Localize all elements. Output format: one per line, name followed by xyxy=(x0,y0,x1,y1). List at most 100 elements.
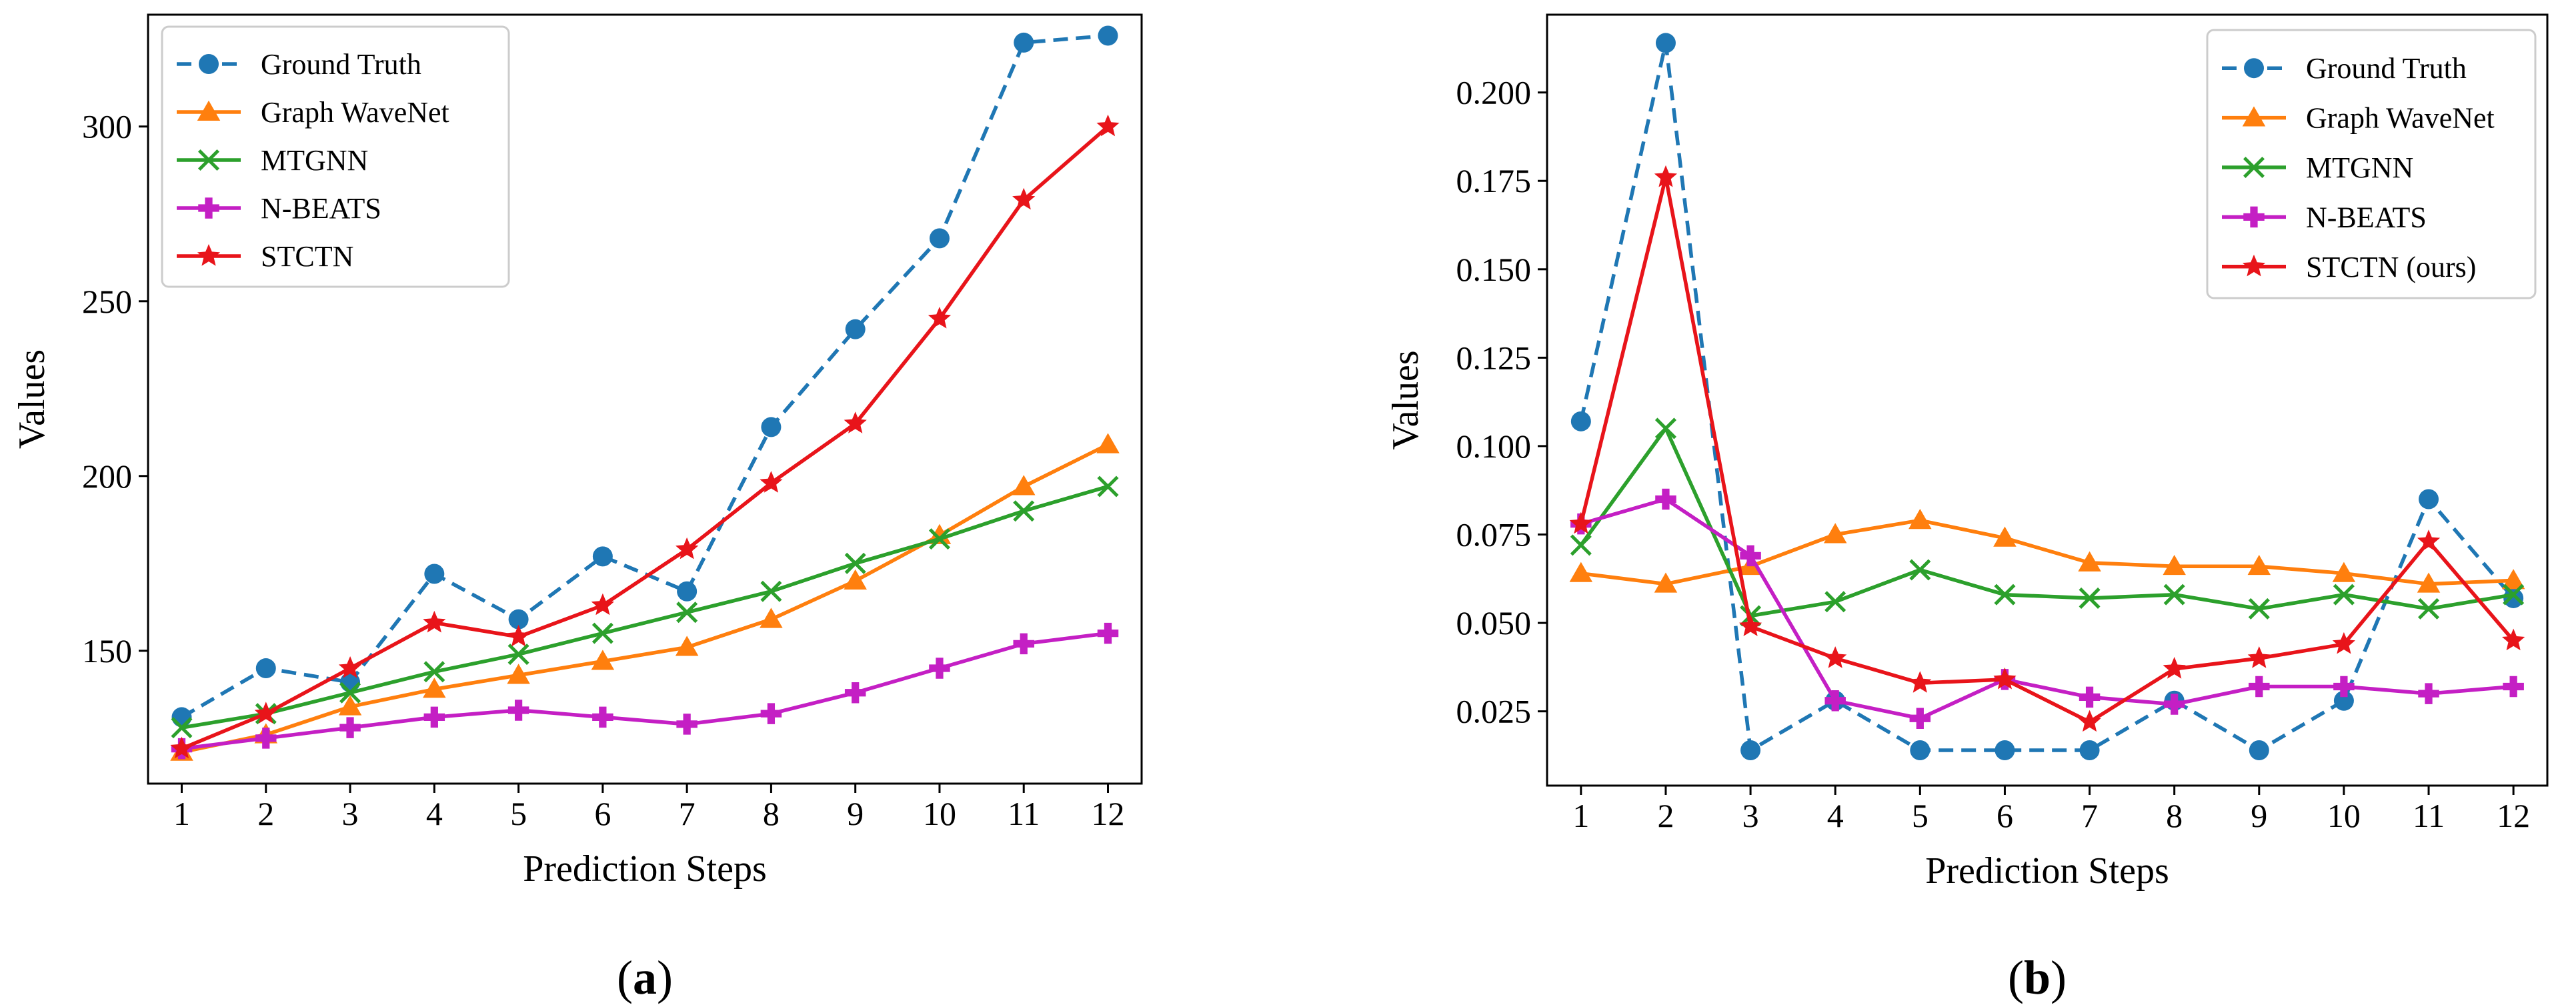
series-line xyxy=(1579,426,2514,618)
data-point xyxy=(1993,526,2017,547)
data-point xyxy=(2503,584,2525,606)
data-point xyxy=(1096,114,1120,137)
caption-close-paren: ) xyxy=(657,951,673,1004)
series-mtgnn xyxy=(1570,417,2525,627)
data-point xyxy=(339,682,361,704)
x-tick-label: 1 xyxy=(173,795,190,832)
series-mtgnn xyxy=(171,475,1119,739)
legend-label: MTGNN xyxy=(261,144,368,177)
data-point xyxy=(255,658,276,679)
data-point xyxy=(2078,551,2101,572)
data-point xyxy=(928,307,952,329)
data-point xyxy=(1654,165,1678,187)
x-tick-label: 3 xyxy=(342,795,359,832)
panel-caption: (a) xyxy=(617,951,673,1004)
series-stctn xyxy=(170,114,1120,759)
series-stctn-ours xyxy=(1569,165,2525,732)
y-tick-label: 0.100 xyxy=(1456,427,1532,465)
data-point xyxy=(844,682,866,704)
data-point xyxy=(2249,740,2269,760)
legend-marker xyxy=(2242,254,2266,277)
legend-label: MTGNN xyxy=(2306,151,2413,184)
data-point xyxy=(507,624,530,647)
data-point xyxy=(1824,646,1847,668)
caption-open-paren: ( xyxy=(2008,951,2024,1004)
data-point xyxy=(1910,740,1930,760)
legend-marker xyxy=(197,149,220,171)
y-tick-label: 200 xyxy=(82,457,132,495)
series-line xyxy=(1580,518,2514,586)
x-tick-label: 12 xyxy=(2497,797,2530,834)
legend-marker xyxy=(2243,206,2265,228)
data-point xyxy=(2418,683,2439,704)
series-line xyxy=(181,484,1109,730)
data-point xyxy=(676,714,698,735)
x-tick-label: 8 xyxy=(763,795,780,832)
data-point xyxy=(2333,584,2355,606)
data-point xyxy=(1097,475,1119,497)
data-point xyxy=(1012,475,1036,495)
y-tick-label: 0.075 xyxy=(1456,516,1532,554)
data-point xyxy=(1824,690,1846,712)
y-tick-label: 0.025 xyxy=(1456,693,1532,730)
data-point xyxy=(1908,671,1932,693)
data-point xyxy=(2332,632,2355,654)
chart-panel-b: 1 2 3 4 5 6 7 8 9 10 11 120.0250.0500.0750.1000.125… xyxy=(1385,13,2549,1004)
data-point xyxy=(1655,488,1676,510)
data-point xyxy=(338,656,362,678)
data-point xyxy=(338,695,362,716)
data-point xyxy=(2163,554,2186,576)
x-tick-label: 3 xyxy=(1742,797,1759,834)
legend-label: Ground Truth xyxy=(261,48,421,81)
data-point xyxy=(592,546,613,567)
x-tick-label: 4 xyxy=(1827,797,1844,834)
data-point xyxy=(1570,534,1592,556)
data-point xyxy=(2417,530,2441,552)
legend-label: STCTN xyxy=(261,240,353,273)
data-point xyxy=(423,706,445,728)
legend-label: N-BEATS xyxy=(261,192,381,225)
data-point xyxy=(1570,411,1591,431)
y-tick-label: 0.050 xyxy=(1456,604,1532,642)
data-point xyxy=(170,736,193,759)
series-line xyxy=(181,631,1108,751)
x-tick-label: 11 xyxy=(1008,795,1040,832)
data-point xyxy=(2163,584,2185,606)
legend-label: Graph WaveNet xyxy=(261,96,449,129)
data-point xyxy=(591,622,613,644)
data-point xyxy=(844,552,866,574)
data-point xyxy=(2419,489,2439,510)
x-tick-label: 5 xyxy=(510,795,527,832)
data-point xyxy=(2418,598,2440,620)
y-tick-label: 0.150 xyxy=(1456,251,1532,288)
data-point xyxy=(2501,569,2525,590)
data-point xyxy=(423,661,445,683)
y-axis-label: Values xyxy=(11,349,53,449)
data-point xyxy=(592,706,613,728)
data-point xyxy=(1013,633,1034,655)
data-point xyxy=(2249,676,2270,698)
data-point xyxy=(507,700,529,721)
data-point xyxy=(1096,433,1120,453)
legend-marker xyxy=(2243,156,2265,179)
caption-open-paren: ( xyxy=(617,951,633,1004)
x-tick-label: 11 xyxy=(2413,797,2445,834)
legend-marker xyxy=(197,100,221,121)
data-point xyxy=(1654,572,1678,593)
x-tick-label: 10 xyxy=(2327,797,2361,834)
x-tick-label: 9 xyxy=(2251,797,2267,834)
legend-marker xyxy=(199,54,219,74)
x-axis-label: Prediction Steps xyxy=(523,848,767,890)
legend-label: STCTN (ours) xyxy=(2306,251,2476,283)
legend-marker xyxy=(197,244,221,266)
data-point xyxy=(760,580,782,602)
data-point xyxy=(761,417,782,437)
series-graph-wavenet xyxy=(170,433,1120,761)
data-point xyxy=(1739,614,1762,636)
x-tick-label: 10 xyxy=(923,795,956,832)
panel-caption: (b) xyxy=(2008,951,2067,1004)
y-tick-label: 150 xyxy=(82,632,132,670)
data-point xyxy=(423,610,446,633)
x-tick-label: 8 xyxy=(2166,797,2183,834)
